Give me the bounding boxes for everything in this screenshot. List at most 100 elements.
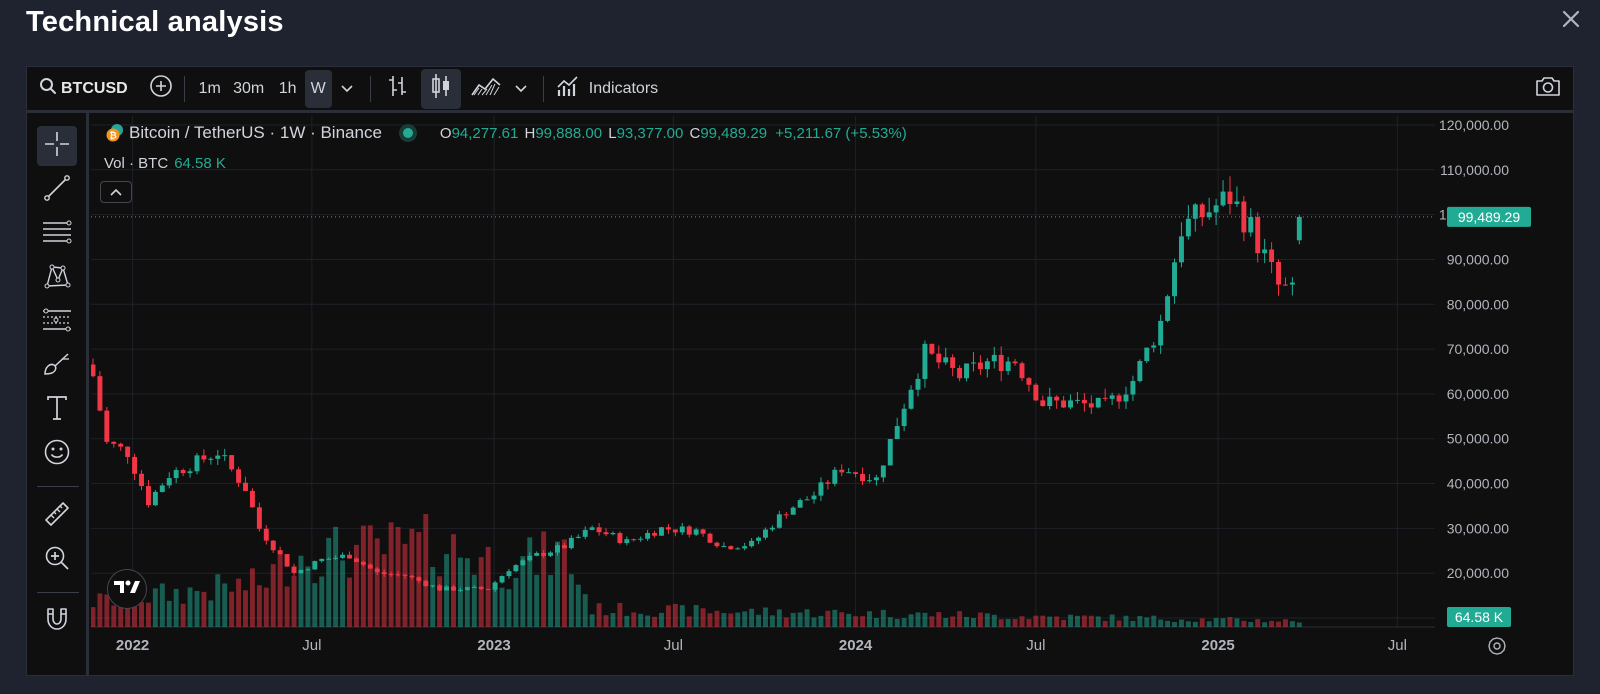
- measure-tool[interactable]: [37, 496, 77, 536]
- volume-bar: [957, 611, 963, 627]
- candle-body: [1061, 400, 1067, 408]
- volume-bar: [652, 616, 658, 627]
- candle-body: [568, 537, 574, 549]
- volume-bar: [984, 613, 990, 627]
- market-status-icon[interactable]: [398, 123, 418, 143]
- candle-body: [575, 536, 581, 538]
- volume-bar: [1109, 614, 1115, 627]
- volume-bar: [243, 590, 248, 627]
- volume-bar: [1005, 619, 1011, 627]
- volume-bar: [797, 612, 803, 627]
- volume-bar: [1276, 621, 1281, 627]
- toolbar-divider: [369, 75, 371, 102]
- volume-bar: [783, 617, 789, 627]
- y-tick-label: 20,000.00: [1447, 565, 1509, 581]
- ruler-icon: [43, 500, 71, 533]
- last-price-label: 99,489.29: [1458, 209, 1520, 225]
- zoom-tool[interactable]: [37, 540, 77, 580]
- smiley-icon: [43, 438, 71, 471]
- candle-body: [249, 490, 255, 508]
- volume-bar: [541, 531, 547, 627]
- candle-body: [1012, 361, 1018, 364]
- toolbar-divider: [183, 75, 185, 102]
- volume-bar: [367, 525, 373, 627]
- volume-value: 64.58 K: [174, 155, 226, 172]
- candle-body: [409, 575, 415, 578]
- trend-line-tool[interactable]: [37, 170, 77, 210]
- candle-body: [1040, 400, 1046, 407]
- compare-symbol-button[interactable]: [146, 69, 176, 109]
- candle-body: [187, 471, 193, 474]
- bars-icon: [387, 74, 409, 103]
- volume-bar: [1068, 614, 1073, 627]
- candle-body: [624, 539, 630, 544]
- candle-body: [1068, 400, 1073, 408]
- volume-bar: [894, 618, 900, 627]
- candle-body: [1019, 363, 1025, 379]
- candle-body: [159, 485, 165, 492]
- volume-bar: [236, 578, 242, 627]
- volume-bar: [284, 586, 290, 627]
- interval-dropdown[interactable]: [332, 69, 362, 109]
- candle-body: [1282, 284, 1288, 286]
- volume-bar: [194, 590, 200, 627]
- symbol-search[interactable]: BTCUSD: [39, 69, 128, 109]
- candle-body: [277, 550, 283, 555]
- magnet-tool[interactable]: [37, 601, 77, 641]
- interval-w[interactable]: W: [304, 69, 332, 108]
- candle-body: [180, 470, 186, 474]
- text-tool[interactable]: [37, 390, 77, 430]
- volume-bar: [950, 616, 956, 627]
- candle-body: [194, 455, 200, 472]
- interval-30m[interactable]: 30m: [233, 79, 265, 97]
- volume-bar: [395, 527, 401, 627]
- candle-body: [901, 408, 907, 427]
- candle-body: [208, 458, 214, 460]
- candle-body: [1262, 249, 1268, 254]
- volume-bar: [561, 539, 567, 627]
- volume-bar: [742, 611, 748, 627]
- candle-body: [492, 582, 498, 590]
- crosshair-tool[interactable]: [37, 126, 77, 166]
- volume-tag-label: 64.58 K: [1455, 609, 1504, 625]
- volume-bar: [229, 591, 235, 627]
- volume-bar: [478, 557, 484, 627]
- volume-bar: [936, 612, 942, 627]
- volume-bar: [499, 587, 505, 627]
- candle-body: [319, 558, 325, 562]
- chart-style-dropdown[interactable]: [507, 69, 535, 109]
- area-style-button[interactable]: [465, 69, 507, 109]
- volume-bar: [1102, 620, 1108, 627]
- close-icon[interactable]: [1556, 4, 1586, 34]
- volume-bar: [1061, 619, 1067, 627]
- candle-body: [797, 500, 803, 508]
- volume-bar: [464, 558, 470, 627]
- indicators-button[interactable]: Indicators: [552, 69, 662, 109]
- chevron-up-icon: [110, 183, 122, 201]
- volume-bar: [319, 576, 325, 627]
- interval-1m[interactable]: 1m: [198, 79, 221, 97]
- volume-bar: [1026, 619, 1032, 627]
- candle-body: [291, 566, 297, 573]
- candle-body: [374, 568, 380, 573]
- price-chart[interactable]: 10,000.0020,000.0030,000.0040,000.0050,0…: [91, 116, 1574, 676]
- volume-bar: [693, 605, 699, 627]
- prediction-tool[interactable]: [37, 302, 77, 342]
- screenshot-button[interactable]: [1533, 69, 1563, 109]
- candle-body: [145, 486, 151, 506]
- fib-tool[interactable]: [37, 214, 77, 254]
- settings-icon[interactable]: [1488, 637, 1506, 655]
- candle-body: [444, 586, 450, 591]
- candle-body: [964, 363, 969, 379]
- emoji-tool[interactable]: [37, 434, 77, 474]
- candle-body: [534, 553, 540, 556]
- brush-tool[interactable]: [37, 346, 77, 386]
- candles-style-button[interactable]: [420, 68, 461, 109]
- pattern-tool[interactable]: [37, 258, 77, 298]
- volume-bar: [215, 574, 221, 627]
- interval-1h[interactable]: 1h: [278, 79, 297, 97]
- collapse-legend-button[interactable]: [100, 181, 132, 203]
- tradingview-logo[interactable]: [107, 569, 147, 609]
- volume-bar: [118, 599, 124, 627]
- bars-style-button[interactable]: [379, 69, 417, 109]
